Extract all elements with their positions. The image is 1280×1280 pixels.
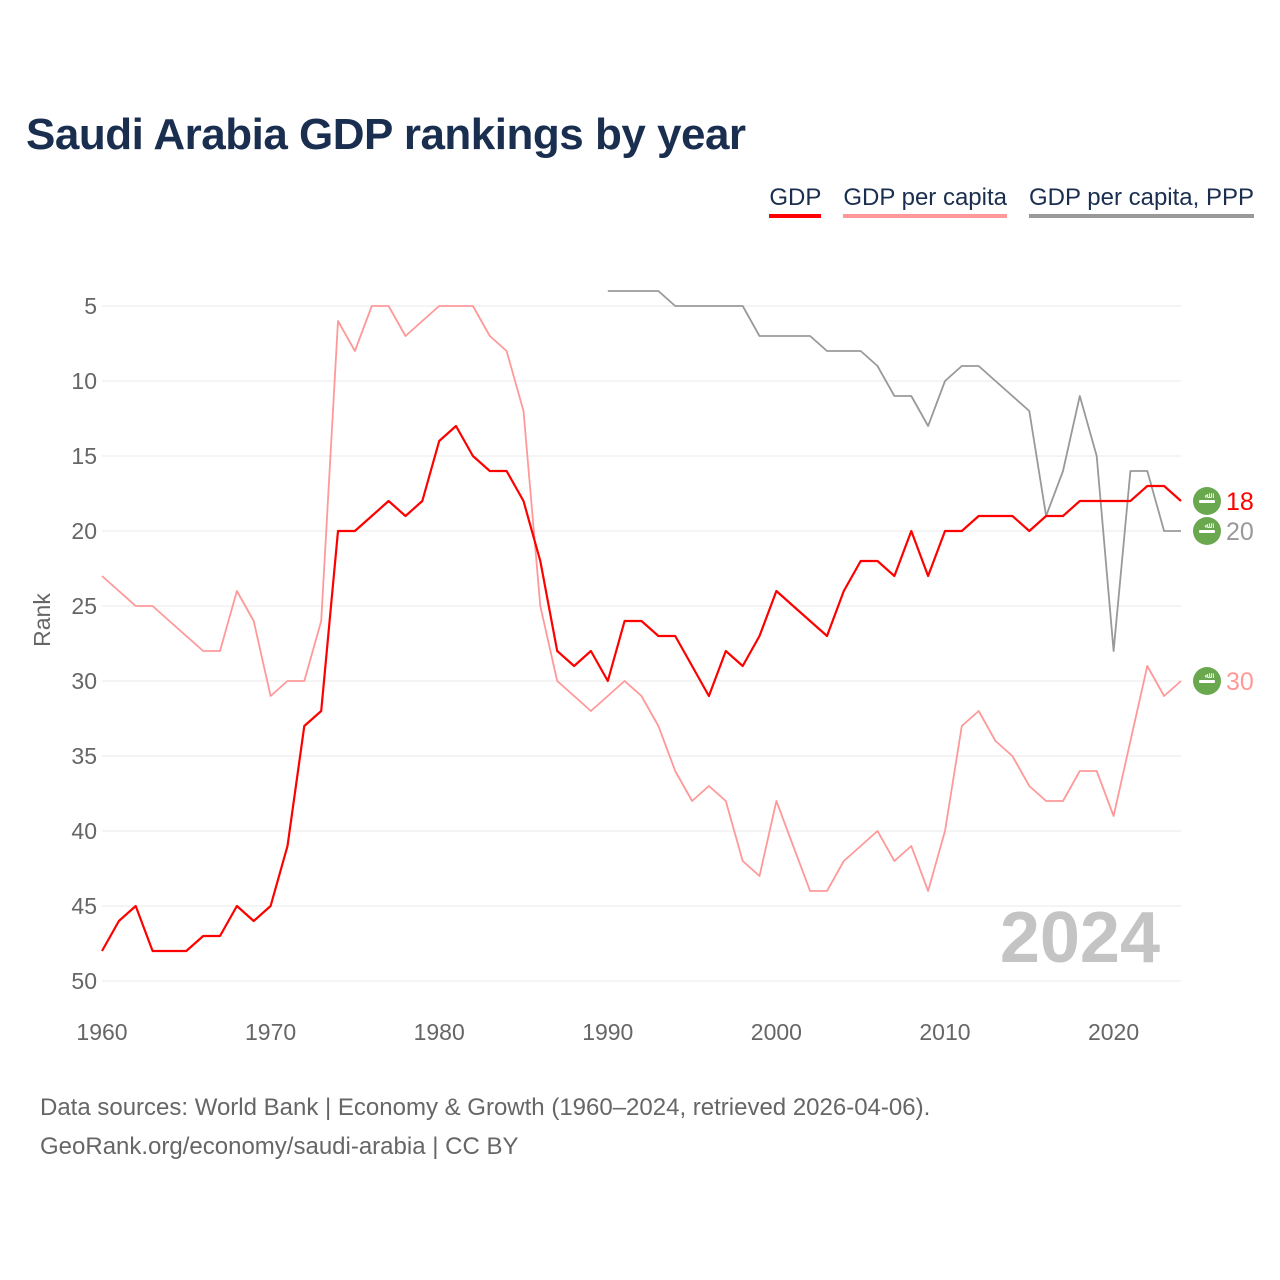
legend-gdp-per-capita[interactable]: GDP per capita [843,184,1007,218]
legend-gdp[interactable]: GDP [769,184,822,218]
x-tick-label: 1960 [76,1019,127,1045]
y-tick-label: 20 [71,518,97,544]
series-line-gdp-per-capita [101,305,1182,892]
x-tick-label: 1990 [582,1019,633,1045]
legend-gdp-per-capita-ppp[interactable]: GDP per capita, PPP [1029,184,1254,218]
source-line-1: Data sources: World Bank | Economy & Gro… [40,1094,931,1121]
flag-sword-icon [1199,530,1215,533]
flag-sword-icon [1199,680,1215,683]
x-tick-label: 2010 [919,1019,970,1045]
legend: GDP GDP per capita GDP per capita, PPP [769,184,1254,218]
series-line-gdp-per-capita-ppp [607,290,1181,652]
y-tick-label: 30 [71,668,97,694]
x-tick-label: 2000 [751,1019,802,1045]
end-value-label: 30 [1226,668,1254,696]
end-value-label: 20 [1226,518,1254,546]
y-tick-label: 40 [71,818,97,844]
x-tick-label: 2020 [1088,1019,1139,1045]
source-line-2[interactable]: GeoRank.org/economy/saudi-arabia | CC BY [40,1133,519,1160]
source-note: Data sources: World Bank | Economy & Gro… [40,1088,930,1166]
y-tick-label: 35 [71,743,97,769]
x-tick-label: 1980 [414,1019,465,1045]
end-value-label: 18 [1226,488,1254,516]
series-line-gdp [101,424,1182,953]
flag-sword-icon [1199,500,1215,503]
y-axis-label: Rank [29,593,55,647]
x-tick-label: 1970 [245,1019,296,1045]
year-watermark: 2024 [1000,898,1160,978]
y-tick-label: 5 [84,293,97,319]
y-tick-label: 50 [71,968,97,994]
y-tick-label: 25 [71,593,97,619]
y-tick-label: 10 [71,368,97,394]
y-tick-label: 15 [71,443,97,469]
chart-title: Saudi Arabia GDP rankings by year [26,110,746,159]
y-tick-label: 45 [71,893,97,919]
